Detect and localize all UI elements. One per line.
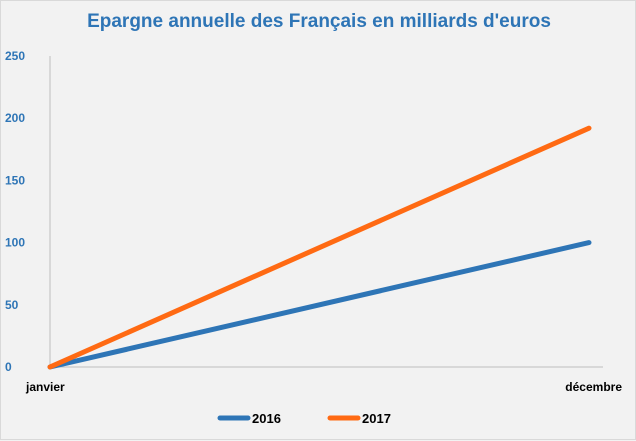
y-tick-label: 0 (5, 360, 12, 374)
y-tick-label: 250 (5, 49, 25, 63)
x-tick-label: décembre (565, 380, 622, 394)
legend-label-2016: 2016 (252, 411, 281, 426)
chart-title: Epargne annuelle des Français en milliar… (87, 11, 551, 32)
y-tick-label: 100 (5, 236, 25, 250)
series-line-2016 (47, 240, 592, 370)
legend-label-2017: 2017 (362, 411, 391, 426)
y-tick-label: 50 (5, 298, 19, 312)
series-line-2017 (47, 125, 592, 370)
y-tick-label: 150 (5, 173, 25, 187)
x-tick-label: janvier (25, 380, 65, 394)
y-tick-label: 200 (5, 111, 25, 125)
